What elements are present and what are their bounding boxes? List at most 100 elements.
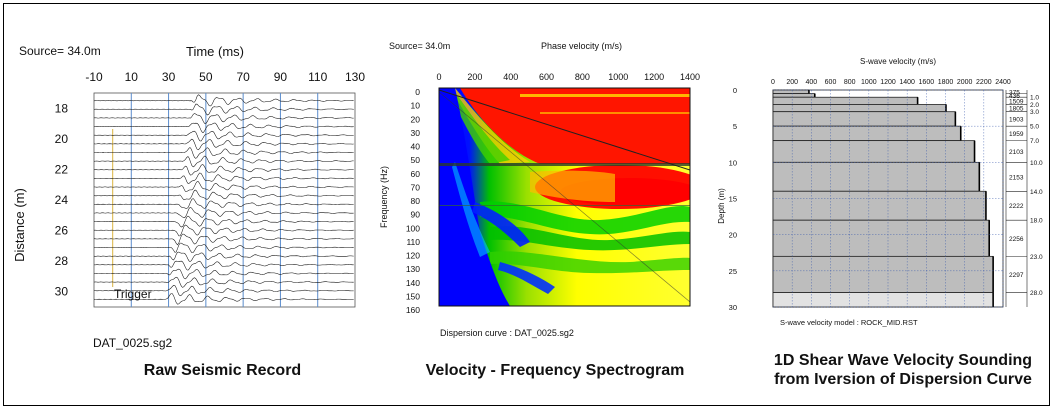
spec-phase-tick-label: 0 <box>436 72 441 82</box>
vs-velocity-tick-label: 800 <box>844 79 856 86</box>
raw-time-tick-label: 10 <box>125 70 139 84</box>
raw-distance-tick-label: 28 <box>55 254 69 268</box>
vs-axis-title: S-wave velocity (m/s) <box>860 57 937 66</box>
raw-grid <box>93 92 356 308</box>
raw-time-axis-title: Time (ms) <box>186 44 245 59</box>
vs-layer-bar <box>772 125 962 142</box>
seismic-trace <box>93 181 354 192</box>
raw-time-tick-label: 130 <box>345 70 365 84</box>
vs-velocity-tick-label: 2400 <box>995 79 1011 86</box>
seismic-trace <box>93 268 354 280</box>
seismic-trace <box>93 103 354 116</box>
spec-frequency-tick-label: 130 <box>406 264 420 274</box>
raw-distance-tick-label: 30 <box>55 285 69 299</box>
vs-layer-bar <box>772 219 990 257</box>
vs-velocity-tick-label: 600 <box>825 79 837 86</box>
vs-layer-bar <box>772 89 810 95</box>
spectrogram-chart: 0 200 400 600 800 1000 1200 1400 0 10 20 30 40 50 60 7… <box>380 72 700 315</box>
vs-velocity-tick-label: 2200 <box>976 79 992 86</box>
spec-caption: Velocity - Frequency Spectrogram <box>425 362 685 379</box>
seismic-trace <box>93 164 354 176</box>
vs-depth-tick-label: 5 <box>733 122 737 131</box>
seismic-trace <box>93 224 354 237</box>
vs-depth-tick-label: 10 <box>729 158 737 167</box>
seismic-trace <box>93 189 354 201</box>
spectrogram-heatmap <box>439 88 690 306</box>
spec-frequency-tick-label: 100 <box>406 223 420 233</box>
spec-frequency-tick-label: 40 <box>411 142 421 152</box>
vs-interface-depth-label: 28.0 <box>1030 290 1043 297</box>
spec-frequency-tick-label: 0 <box>415 87 420 97</box>
spec-frequency-tick-label: 70 <box>411 182 421 192</box>
raw-distance-axis-title: Distance (m) <box>12 188 27 262</box>
seismic-trace <box>93 94 354 107</box>
vs-depth-axis-title: Depth (m) <box>717 188 726 224</box>
vs-interface-depth-label: 1.0 <box>1030 95 1039 102</box>
seismic-trace <box>94 260 354 271</box>
raw-time-ticks: -10 10 30 50 70 90 110 130 <box>85 70 365 84</box>
raw-distance-tick-label: 24 <box>55 193 69 207</box>
vs-layer-bar <box>772 161 980 192</box>
raw-distance-ticks: 18 20 22 24 26 28 30 <box>55 101 69 298</box>
vs-velocity-tick-label: 1800 <box>938 79 954 86</box>
vs-layer-bar <box>772 140 975 163</box>
spec-frequency-tick-label: 90 <box>411 210 421 220</box>
vs-model-label: S-wave velocity model : ROCK_MID.RST <box>780 318 918 327</box>
raw-source-label: Source= 34.0m <box>19 44 101 58</box>
raw-plot-frame <box>93 92 356 308</box>
spec-frequency-tick-label: 50 <box>411 155 421 165</box>
raw-distance-tick-label: 26 <box>55 224 69 238</box>
spec-frequency-tick-label: 150 <box>406 291 420 301</box>
vs-caption-line2: from Iversion of Dispersion Curve <box>774 371 1032 388</box>
vs-depth-tick-label: 30 <box>729 303 737 312</box>
raw-distance-tick-label: 18 <box>55 101 69 115</box>
spec-phase-tick-label: 200 <box>467 72 482 82</box>
seismic-trace <box>94 147 354 159</box>
vs-layer-velocity-label: 2297 <box>1009 272 1024 279</box>
raw-time-tick-label: 50 <box>199 70 213 84</box>
seismic-trace <box>93 242 354 253</box>
spec-curve-label: Dispersion curve : DAT_0025.sg2 <box>440 328 574 338</box>
spec-phase-ticks: 0 200 400 600 800 1000 1200 1400 <box>436 72 700 82</box>
seismic-trace <box>93 198 354 209</box>
spec-phase-axis-title: Phase velocity (m/s) <box>541 41 623 51</box>
sounding-chart: 0 200 400 600 800 1000 1200 1400 1600 1800 2000 220… <box>717 79 1043 312</box>
trigger-label: Trigger <box>114 287 152 301</box>
spec-frequency-tick-label: 160 <box>406 305 420 315</box>
seismic-trace <box>94 172 354 184</box>
vs-velocity-tick-label: 2000 <box>957 79 973 86</box>
seismic-trace <box>93 138 354 151</box>
vs-velocity-tick-label: 0 <box>771 79 775 86</box>
vs-layer-velocity-label: 1805 <box>1009 106 1024 113</box>
seismic-trace <box>93 233 354 246</box>
vs-layer-bar <box>772 104 947 113</box>
raw-seismic-chart: -10 10 30 50 70 90 110 130 18 20 22 24 26 28 30 Dista… <box>12 70 365 308</box>
vs-layer-velocity-label: 2153 <box>1009 174 1024 181</box>
raw-time-tick-label: 110 <box>308 70 327 84</box>
spec-phase-tick-label: 1000 <box>608 72 628 82</box>
vs-velocity-tick-label: 1000 <box>861 79 877 86</box>
spec-frequency-axis-title: Frequency (Hz) <box>380 166 389 228</box>
spec-phase-tick-label: 1200 <box>644 72 664 82</box>
vs-layer-velocity-label: 2222 <box>1009 203 1024 210</box>
vs-velocity-tick-label: 1200 <box>880 79 896 86</box>
seismic-trace <box>93 215 354 228</box>
seismic-trace <box>94 284 354 297</box>
vs-velocity-tick-label: 400 <box>805 79 817 86</box>
vs-layer-velocity-label: 2256 <box>1009 236 1024 243</box>
vs-velocity-tick-label: 1400 <box>899 79 915 86</box>
vs-grid <box>773 89 1004 308</box>
raw-time-tick-label: 90 <box>274 70 288 84</box>
vs-caption-line1: 1D Shear Wave Velocity Sounding <box>773 352 1033 369</box>
spec-phase-tick-label: 400 <box>503 72 518 82</box>
spec-phase-tick-label: 1400 <box>680 72 700 82</box>
vs-layer-bar <box>772 292 994 308</box>
vs-layer-bar <box>772 96 919 105</box>
spec-frequency-tick-label: 20 <box>411 114 421 124</box>
vs-interface-depth-label: 2.0 <box>1030 102 1039 109</box>
vs-interface-depth-label: 5.0 <box>1030 124 1039 131</box>
spec-phase-tick-label: 800 <box>575 72 590 82</box>
vs-layer-velocity-label: 2103 <box>1009 149 1024 156</box>
vs-interface-depth-label: 14.0 <box>1030 189 1043 196</box>
